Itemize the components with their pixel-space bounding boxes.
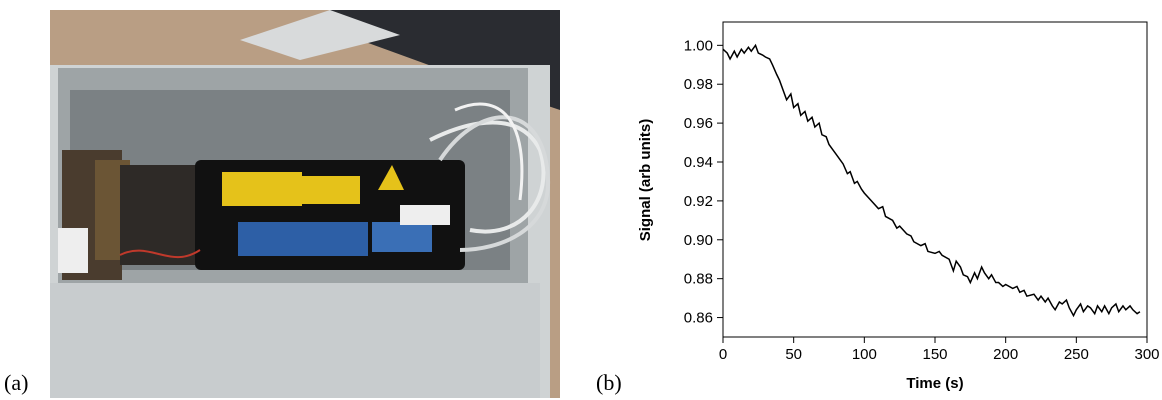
x-axis-title: Time (s) [906,375,963,392]
y-tick-label: 0.98 [684,76,713,93]
plot-frame [722,21,1148,338]
x-tick-label: 200 [993,346,1018,363]
y-axis-title: Signal (arb units) [637,119,654,242]
x-tick-label: 100 [852,346,877,363]
x-tick-label: 150 [922,346,947,363]
y-tick-label: 1.00 [684,37,713,54]
x-tick-label: 50 [785,346,802,363]
panel-label: (b) [596,370,622,395]
signal-line [722,43,1141,318]
y-tick-label: 0.94 [684,154,713,171]
x-tick-label: 250 [1064,346,1089,363]
y-tick-label: 0.90 [684,232,713,249]
photo [50,10,560,398]
x-tick-label: 300 [1134,346,1159,363]
x-tick-label: 0 [719,346,727,363]
y-tick-label: 0.86 [684,310,713,327]
y-tick-label: 0.96 [684,115,713,132]
y-tick-label: 0.92 [684,193,713,210]
y-tick-label: 0.88 [684,271,713,288]
panel-label: (a) [4,370,28,395]
